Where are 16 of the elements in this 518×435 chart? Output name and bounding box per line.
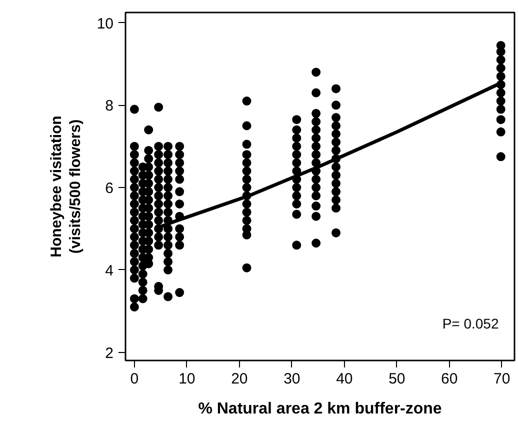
x-tick-label: 30 [284, 370, 300, 388]
x-tick-label: 70 [494, 370, 510, 388]
y-tick-label: 2 [105, 344, 114, 362]
x-tick-label: 40 [336, 370, 353, 388]
y-tick-label: 6 [105, 180, 114, 198]
annotation: P= 0.052 [442, 316, 499, 332]
x-tick-label: 0 [130, 370, 139, 388]
x-tick-label: 60 [441, 370, 458, 388]
x-tick-label: 50 [388, 370, 406, 388]
x-tick-label: 20 [231, 370, 248, 388]
y-tick-label: 8 [105, 98, 114, 115]
y-tick-label: 4 [105, 262, 114, 280]
y-axis-title: Honeybee visitation (visits/500 flowers) [48, 116, 84, 258]
x-tick-label: 10 [178, 370, 196, 388]
y-tick-label: 10 [96, 15, 114, 32]
x-axis-title: % Natural area 2 km buffer-zone [198, 400, 442, 418]
